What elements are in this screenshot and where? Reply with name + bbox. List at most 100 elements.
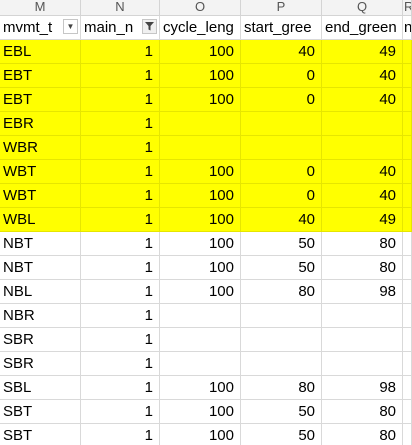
cell-r[interactable] bbox=[403, 40, 412, 63]
cell-cycle[interactable]: 100 bbox=[160, 208, 241, 231]
cell-main[interactable]: 1 bbox=[81, 112, 160, 135]
cell-mvmt[interactable]: WBR bbox=[0, 136, 81, 159]
cell-cycle[interactable] bbox=[160, 112, 241, 135]
cell-end[interactable]: 49 bbox=[322, 208, 403, 231]
cell-mvmt[interactable]: WBT bbox=[0, 160, 81, 183]
cell-r[interactable] bbox=[403, 136, 412, 159]
cell-cycle[interactable]: 100 bbox=[160, 424, 241, 445]
cell-mvmt[interactable]: SBT bbox=[0, 400, 81, 423]
cell-main[interactable]: 1 bbox=[81, 256, 160, 279]
cell-start[interactable]: 50 bbox=[241, 400, 322, 423]
column-letter-n[interactable]: N bbox=[81, 0, 160, 15]
cell-mvmt[interactable]: EBR bbox=[0, 112, 81, 135]
column-letter-r[interactable]: R bbox=[403, 0, 412, 15]
cell-r[interactable] bbox=[403, 64, 412, 87]
cell-end[interactable]: 49 bbox=[322, 40, 403, 63]
header-cell-start[interactable]: start_gree bbox=[241, 16, 322, 39]
cell-mvmt[interactable]: NBT bbox=[0, 232, 81, 255]
cell-r[interactable] bbox=[403, 352, 412, 375]
cell-mvmt[interactable]: SBR bbox=[0, 352, 81, 375]
cell-start[interactable] bbox=[241, 304, 322, 327]
cell-end[interactable]: 98 bbox=[322, 376, 403, 399]
cell-cycle[interactable]: 100 bbox=[160, 280, 241, 303]
cell-r[interactable] bbox=[403, 280, 412, 303]
cell-end[interactable]: 80 bbox=[322, 232, 403, 255]
cell-r[interactable] bbox=[403, 256, 412, 279]
cell-main[interactable]: 1 bbox=[81, 328, 160, 351]
cell-r[interactable] bbox=[403, 112, 412, 135]
header-cell-cycle[interactable]: cycle_leng bbox=[160, 16, 241, 39]
cell-main[interactable]: 1 bbox=[81, 208, 160, 231]
cell-mvmt[interactable]: WBL bbox=[0, 208, 81, 231]
cell-cycle[interactable]: 100 bbox=[160, 40, 241, 63]
cell-main[interactable]: 1 bbox=[81, 40, 160, 63]
cell-main[interactable]: 1 bbox=[81, 88, 160, 111]
column-letter-o[interactable]: O bbox=[160, 0, 241, 15]
cell-cycle[interactable]: 100 bbox=[160, 64, 241, 87]
cell-mvmt[interactable]: EBL bbox=[0, 40, 81, 63]
cell-main[interactable]: 1 bbox=[81, 64, 160, 87]
cell-mvmt[interactable]: SBT bbox=[0, 424, 81, 445]
cell-end[interactable] bbox=[322, 352, 403, 375]
cell-cycle[interactable]: 100 bbox=[160, 160, 241, 183]
cell-r[interactable] bbox=[403, 160, 412, 183]
cell-mvmt[interactable]: SBR bbox=[0, 328, 81, 351]
cell-cycle[interactable] bbox=[160, 304, 241, 327]
cell-main[interactable]: 1 bbox=[81, 400, 160, 423]
cell-main[interactable]: 1 bbox=[81, 424, 160, 445]
cell-cycle[interactable]: 100 bbox=[160, 88, 241, 111]
cell-mvmt[interactable]: WBT bbox=[0, 184, 81, 207]
cell-end[interactable] bbox=[322, 304, 403, 327]
cell-cycle[interactable]: 100 bbox=[160, 184, 241, 207]
cell-main[interactable]: 1 bbox=[81, 136, 160, 159]
cell-end[interactable]: 80 bbox=[322, 400, 403, 423]
column-letter-p[interactable]: P bbox=[241, 0, 322, 15]
cell-mvmt[interactable]: EBT bbox=[0, 88, 81, 111]
cell-start[interactable]: 0 bbox=[241, 184, 322, 207]
cell-end[interactable]: 40 bbox=[322, 184, 403, 207]
cell-r[interactable] bbox=[403, 88, 412, 111]
cell-end[interactable]: 40 bbox=[322, 64, 403, 87]
cell-end[interactable]: 80 bbox=[322, 424, 403, 445]
cell-end[interactable]: 98 bbox=[322, 280, 403, 303]
cell-cycle[interactable]: 100 bbox=[160, 256, 241, 279]
cell-r[interactable] bbox=[403, 232, 412, 255]
cell-cycle[interactable] bbox=[160, 352, 241, 375]
cell-start[interactable]: 0 bbox=[241, 160, 322, 183]
cell-start[interactable] bbox=[241, 112, 322, 135]
cell-r[interactable] bbox=[403, 328, 412, 351]
header-cell-main[interactable]: main_n bbox=[81, 16, 160, 39]
cell-cycle[interactable]: 100 bbox=[160, 400, 241, 423]
cell-main[interactable]: 1 bbox=[81, 376, 160, 399]
cell-cycle[interactable]: 100 bbox=[160, 232, 241, 255]
cell-mvmt[interactable]: NBT bbox=[0, 256, 81, 279]
header-cell-r[interactable]: n bbox=[403, 16, 412, 39]
cell-start[interactable] bbox=[241, 352, 322, 375]
filter-funnel-icon[interactable] bbox=[142, 19, 157, 34]
cell-end[interactable]: 40 bbox=[322, 160, 403, 183]
cell-main[interactable]: 1 bbox=[81, 184, 160, 207]
cell-main[interactable]: 1 bbox=[81, 160, 160, 183]
cell-cycle[interactable] bbox=[160, 328, 241, 351]
cell-r[interactable] bbox=[403, 208, 412, 231]
cell-main[interactable]: 1 bbox=[81, 232, 160, 255]
cell-start[interactable]: 0 bbox=[241, 88, 322, 111]
cell-start[interactable]: 50 bbox=[241, 232, 322, 255]
cell-start[interactable] bbox=[241, 328, 322, 351]
cell-r[interactable] bbox=[403, 184, 412, 207]
cell-start[interactable]: 40 bbox=[241, 40, 322, 63]
cell-r[interactable] bbox=[403, 304, 412, 327]
cell-cycle[interactable] bbox=[160, 136, 241, 159]
cell-mvmt[interactable]: SBL bbox=[0, 376, 81, 399]
dropdown-arrow-icon[interactable]: ▼ bbox=[63, 19, 78, 34]
cell-r[interactable] bbox=[403, 424, 412, 445]
cell-mvmt[interactable]: NBL bbox=[0, 280, 81, 303]
cell-end[interactable]: 40 bbox=[322, 88, 403, 111]
cell-end[interactable] bbox=[322, 328, 403, 351]
column-letter-m[interactable]: M bbox=[0, 0, 81, 15]
header-cell-mvmt[interactable]: mvmt_t ▼ bbox=[0, 16, 81, 39]
cell-start[interactable]: 80 bbox=[241, 280, 322, 303]
cell-main[interactable]: 1 bbox=[81, 280, 160, 303]
cell-main[interactable]: 1 bbox=[81, 352, 160, 375]
column-letter-q[interactable]: Q bbox=[322, 0, 403, 15]
